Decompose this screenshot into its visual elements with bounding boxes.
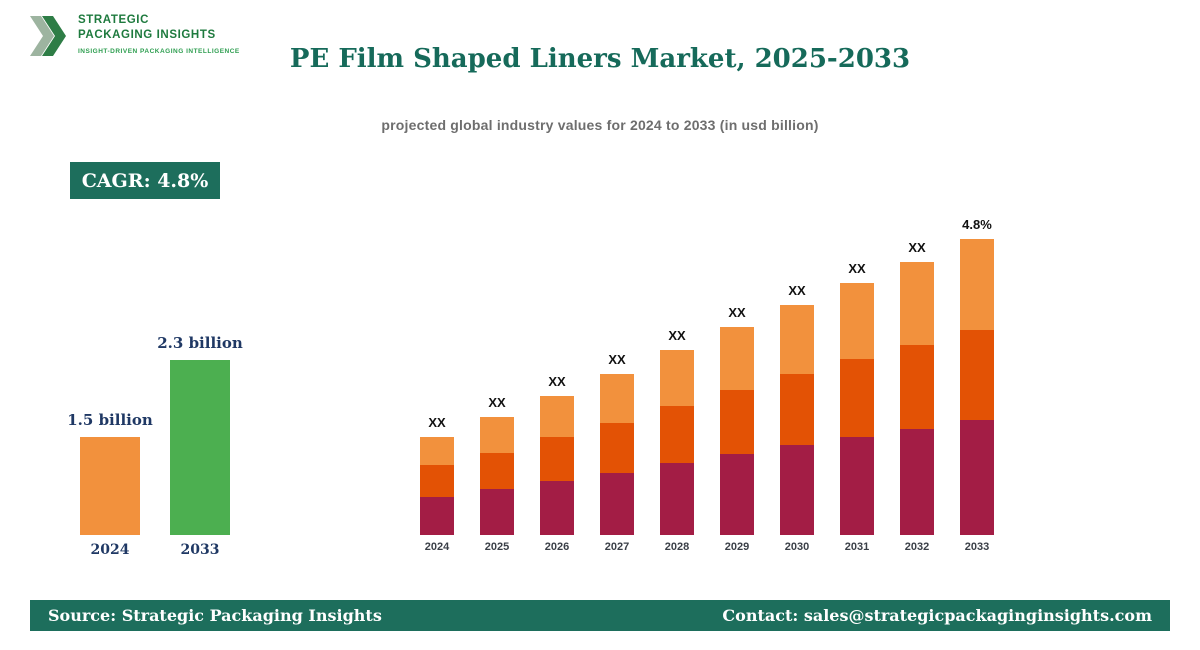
- footer-bar: Source: Strategic Packaging Insights Con…: [30, 600, 1170, 631]
- segment-bottom-segment: [780, 445, 814, 535]
- segment-top-segment: [780, 305, 814, 374]
- logo-chevrons-icon: [30, 16, 66, 56]
- bar-top-label: XX: [848, 261, 866, 276]
- segment-middle-segment: [420, 465, 454, 497]
- stacked-bar-group: 4.8% 2033: [960, 205, 994, 553]
- bar-top-label: XX: [488, 395, 506, 410]
- bar-top-label: XX: [608, 352, 626, 367]
- bar-top-label: XX: [908, 240, 926, 255]
- year-label: 2031: [844, 541, 870, 553]
- stacked-bar-2026: [540, 396, 574, 535]
- bar-top-label: XX: [788, 283, 806, 298]
- stacked-bar-group: XX 2031: [840, 205, 874, 553]
- segment-bottom-segment: [900, 429, 934, 535]
- segment-bottom-segment: [420, 497, 454, 535]
- stacked-bar-2028: [660, 350, 694, 535]
- segment-top-segment: [480, 417, 514, 453]
- stacked-bar-2027: [600, 374, 634, 535]
- segment-middle-segment: [840, 359, 874, 437]
- page-subtitle: projected global industry values for 202…: [381, 117, 819, 133]
- segment-top-segment: [540, 396, 574, 437]
- stacked-bar-2031: [840, 283, 874, 535]
- logo-tagline: INSIGHT-DRIVEN PACKAGING INTELLIGENCE: [78, 47, 240, 55]
- year-label: 2026: [544, 541, 570, 553]
- segment-bottom-segment: [600, 473, 634, 535]
- bar-top-label: 4.8%: [962, 217, 992, 232]
- stacked-bar-2032: [900, 262, 934, 535]
- logo-line2: PACKAGING INSIGHTS: [78, 28, 216, 41]
- comparison-bar-2024: [80, 437, 140, 535]
- segment-bottom-segment: [840, 437, 874, 535]
- logo: STRATEGIC PACKAGING INSIGHTS INSIGHT-DRI…: [30, 13, 240, 59]
- year-label: 2028: [664, 541, 690, 553]
- stacked-bar-2025: [480, 417, 514, 535]
- stacked-bar-2033: [960, 239, 994, 535]
- stacked-bar-group: XX 2027: [600, 205, 634, 553]
- segment-top-segment: [960, 239, 994, 330]
- bar-top-label: XX: [548, 374, 566, 389]
- year-label: 2024: [424, 541, 450, 553]
- stacked-bar-2030: [780, 305, 814, 535]
- stacked-bar-2024: [420, 437, 454, 535]
- year-label: 2027: [604, 541, 630, 553]
- segment-middle-segment: [480, 453, 514, 489]
- segment-middle-segment: [780, 374, 814, 445]
- segment-middle-segment: [960, 330, 994, 420]
- segment-bottom-segment: [720, 454, 754, 535]
- segment-middle-segment: [600, 423, 634, 473]
- stacked-bar-group: XX 2032: [900, 205, 934, 553]
- segment-top-segment: [840, 283, 874, 359]
- segment-top-segment: [900, 262, 934, 345]
- stacked-bar-group: XX 2028: [660, 205, 694, 553]
- year-label: 2032: [904, 541, 930, 553]
- page-title: PE Film Shaped Liners Market, 2025-2033: [289, 44, 911, 74]
- bar-top-label: XX: [668, 328, 686, 343]
- segment-top-segment: [600, 374, 634, 423]
- comparison-bar-group: 1.5 billion 2024: [67, 320, 153, 558]
- segment-middle-segment: [720, 390, 754, 454]
- segment-bottom-segment: [480, 489, 514, 535]
- footer-contact: Contact: sales@strategicpackaginginsight…: [722, 606, 1152, 625]
- segment-bottom-segment: [660, 463, 694, 535]
- segment-middle-segment: [660, 406, 694, 463]
- year-label: 2029: [724, 541, 750, 553]
- segment-top-segment: [720, 327, 754, 390]
- footer-source: Source: Strategic Packaging Insights: [48, 606, 382, 625]
- year-label: 2025: [484, 541, 510, 553]
- segment-bottom-segment: [960, 420, 994, 535]
- year-label: 2030: [784, 541, 810, 553]
- stacked-bar-group: XX 2025: [480, 205, 514, 553]
- bar-top-label: XX: [728, 305, 746, 320]
- stacked-bar-group: XX 2024: [420, 205, 454, 553]
- stacked-chart: XX 2024 XX 2025 XX 2026 XX 2027 XX 2028 XX 2029 XX 20…: [420, 205, 994, 553]
- stacked-bar-group: XX 2030: [780, 205, 814, 553]
- comparison-bar-2033: [170, 360, 230, 535]
- stacked-bar-2029: [720, 327, 754, 535]
- comparison-chart: 1.5 billion 2024 2.3 billion 2033: [67, 320, 243, 558]
- logo-text: STRATEGIC PACKAGING INSIGHTS INSIGHT-DRI…: [78, 13, 240, 55]
- comparison-bar-group: 2.3 billion 2033: [157, 320, 243, 558]
- segment-top-segment: [660, 350, 694, 406]
- segment-middle-segment: [540, 437, 574, 481]
- bar-value-label: 2.3 billion: [157, 334, 243, 352]
- stacked-bar-group: XX 2029: [720, 205, 754, 553]
- bar-value-label: 1.5 billion: [67, 411, 153, 429]
- segment-bottom-segment: [540, 481, 574, 535]
- segment-top-segment: [420, 437, 454, 465]
- logo-line1: STRATEGIC: [78, 14, 149, 26]
- segment-middle-segment: [900, 345, 934, 429]
- year-label: 2033: [964, 541, 990, 553]
- cagr-badge: CAGR: 4.8%: [70, 162, 220, 199]
- bar-top-label: XX: [428, 415, 446, 430]
- year-label: 2033: [180, 542, 220, 558]
- year-label: 2024: [90, 542, 130, 558]
- stacked-bar-group: XX 2026: [540, 205, 574, 553]
